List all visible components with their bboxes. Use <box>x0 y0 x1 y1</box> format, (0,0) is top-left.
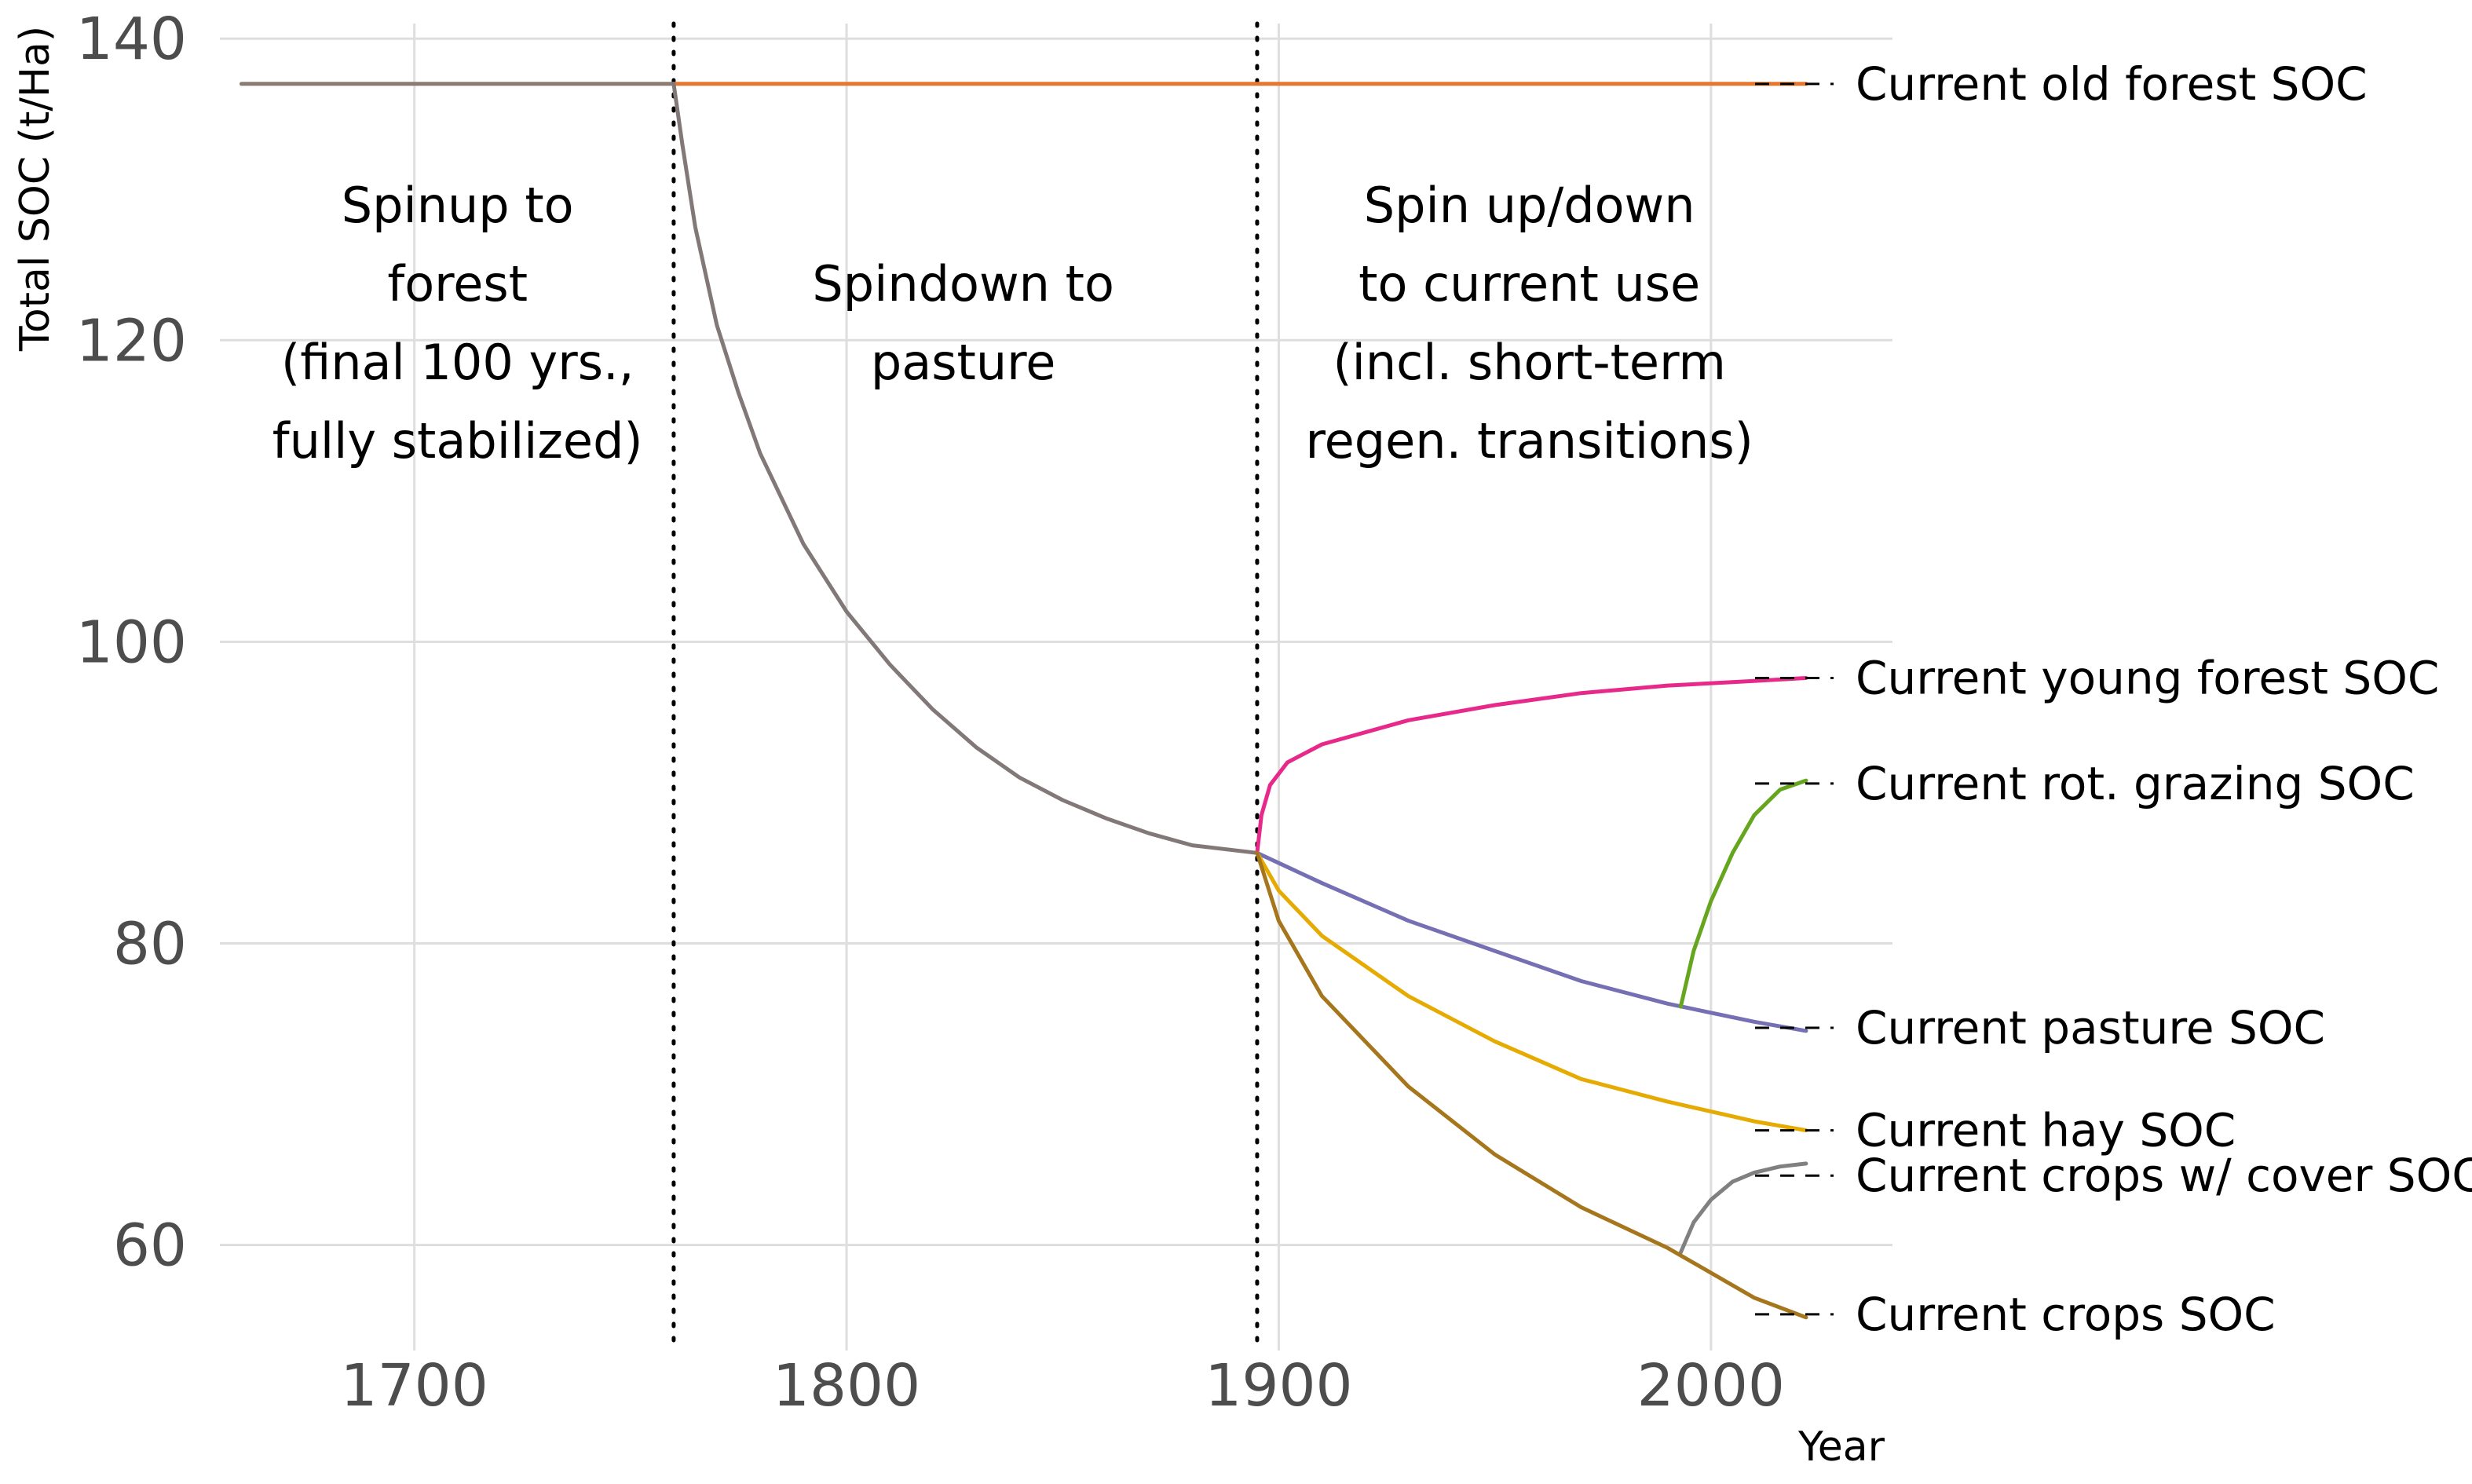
end-ticks <box>1755 82 1834 1316</box>
end-label: Current crops SOC <box>1856 1288 2276 1341</box>
x-tick-label: 2000 <box>1637 1352 1785 1420</box>
series-line-current-young-forest-soc <box>1255 676 1808 855</box>
series-line-spindown-to-pasture <box>671 82 1260 855</box>
phase-label-line: Spinup to <box>342 177 574 234</box>
end-label: Current old forest SOC <box>1856 57 2368 111</box>
end-label: Current young forest SOC <box>1856 651 2439 704</box>
grid-layer <box>220 24 1892 1351</box>
phase-label-line: fully stabilized) <box>272 412 643 470</box>
phase-label-line: Spin up/down <box>1364 177 1695 234</box>
y-tick-label: 80 <box>113 910 187 978</box>
x-tick-label: 1800 <box>773 1352 920 1420</box>
series-layer <box>240 82 1808 1320</box>
end-label: Current crops w/ cover SOC <box>1856 1149 2472 1202</box>
series-line-current-crops-w-cover-soc <box>1678 1161 1808 1255</box>
series-line-current-crops-soc <box>1255 850 1808 1320</box>
y-axis-title: Total SOC (t/Ha) <box>12 26 59 352</box>
phase-label-line: forest <box>387 255 528 313</box>
label-layer: 60 80 100 120 140 1700 1800 1900 2000 Spinup to fo… <box>76 5 2472 1420</box>
x-axis-title: Year <box>1797 1424 1885 1471</box>
phase-label-line: (incl. short-term <box>1333 334 1725 391</box>
phase-label-line: (final 100 yrs., <box>281 334 634 391</box>
x-tick-label: 1700 <box>341 1352 488 1420</box>
phase-label-line: pasture <box>871 334 1056 391</box>
phase-label-line: to current use <box>1359 255 1700 313</box>
y-tick-label: 60 <box>113 1212 187 1280</box>
phase-dividers <box>671 21 1260 1353</box>
y-tick-label: 120 <box>76 307 187 375</box>
series-line-current-pasture-soc <box>1255 850 1808 1033</box>
phase-label-line: regen. transitions) <box>1305 412 1753 470</box>
y-tick-label: 140 <box>76 5 187 73</box>
phase-label-line: Spindown to <box>812 255 1113 313</box>
y-tick-label: 100 <box>76 609 187 676</box>
end-label: Current hay SOC <box>1856 1104 2236 1157</box>
series-line-current-rot-grazing-soc <box>1678 778 1808 1009</box>
x-tick-label: 1900 <box>1205 1352 1352 1420</box>
series-line-current-hay-soc <box>1255 850 1808 1133</box>
end-label: Current pasture SOC <box>1856 1001 2325 1055</box>
end-label: Current rot. grazing SOC <box>1856 757 2415 810</box>
